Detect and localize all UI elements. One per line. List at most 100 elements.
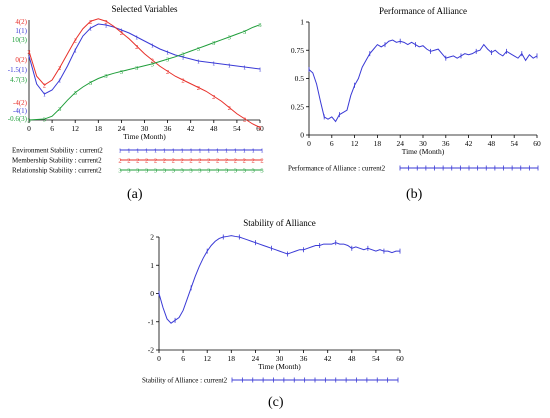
a-data-point: 2	[135, 44, 138, 51]
b-y-tick-label: 1	[300, 18, 304, 27]
c-y-tick-label: 2	[150, 233, 154, 242]
a-legend-marker: 2	[198, 158, 201, 165]
a-legend-marker: 1	[225, 148, 228, 155]
a-legend-marker: 2	[234, 158, 237, 165]
b-legend-label-0: Performance of Alliance : current2	[288, 165, 386, 173]
a-series-line-0	[28, 23, 261, 95]
a-data-point: 2	[228, 105, 231, 112]
a-x-tick-label: 12	[71, 124, 79, 133]
a-data-point: 3	[104, 73, 107, 80]
a-data-point: 3	[228, 34, 231, 41]
a-y-tick-label: -4(1)	[13, 107, 28, 115]
a-legend-marker: 1	[163, 148, 166, 155]
b-x-tick-label: 24	[396, 139, 404, 148]
a-data-point: 1	[74, 48, 77, 55]
a-legend-marker: 2	[225, 158, 228, 165]
a-data-point: 1	[181, 55, 184, 62]
a-y-tick-label: -1.5(1)	[8, 66, 28, 74]
c-y-tick-label: 0	[150, 289, 154, 298]
chart-title-b: Performance of Alliance	[379, 6, 467, 16]
a-legend-marker: 3	[181, 168, 184, 175]
a-legend-marker: 2	[189, 158, 192, 165]
a-legend-marker: 2	[127, 158, 130, 165]
b-y-tick-label: 0.75	[291, 46, 304, 55]
a-data-point: 2	[151, 58, 154, 65]
a-data-point: 2	[89, 19, 92, 26]
b-x-tick-label: 60	[533, 139, 541, 148]
a-data-point: 3	[135, 65, 138, 72]
a-legend-marker: 3	[172, 168, 175, 175]
b-x-tick-label: 30	[419, 139, 427, 148]
c-y-tick-label: -1	[148, 317, 154, 326]
a-data-point: 2	[243, 116, 246, 123]
chart-title-a: Selected Variables	[111, 4, 178, 14]
c-y-tick-label: 1	[150, 261, 154, 270]
a-data-point: 3	[166, 57, 169, 64]
a-data-point: 1	[243, 65, 246, 72]
a-series-line-2	[28, 24, 261, 121]
c-x-tick-label: 0	[157, 354, 161, 363]
a-x-tick-label: 36	[164, 124, 172, 133]
a-legend-marker: 3	[260, 168, 263, 175]
a-legend-marker: 2	[207, 158, 210, 165]
a-legend-marker: 1	[127, 148, 130, 155]
a-data-point: 3	[181, 51, 184, 58]
a-legend-marker: 1	[154, 148, 157, 155]
a-data-point: 1	[104, 23, 107, 30]
a-data-point: 1	[197, 59, 200, 66]
b-series-line-0	[308, 39, 538, 123]
a-legend-marker: 1	[207, 148, 210, 155]
b-x-tick-label: 12	[351, 139, 359, 148]
c-x-tick-label: 48	[348, 354, 356, 363]
a-legend-marker: 1	[234, 148, 237, 155]
a-legend-marker: 3	[207, 168, 210, 175]
a-legend-marker: 2	[163, 158, 166, 165]
a-legend-marker: 1	[172, 148, 175, 155]
b-x-tick-label: 6	[330, 139, 334, 148]
a-y-tick-label: -0.6(3)	[8, 115, 28, 123]
a-legend-marker: 1	[136, 148, 139, 155]
a-data-point: 1	[120, 28, 123, 35]
a-data-point: 3	[89, 80, 92, 87]
a-legend-marker: 2	[136, 158, 139, 165]
chart-panel-b: Performance of Alliance 0 6 12 18 24 30 36 42 48 5…	[288, 6, 541, 173]
c-x-tick-label: 24	[252, 354, 260, 363]
a-legend-marker: 2	[118, 158, 121, 165]
a-data-point: 1	[27, 54, 30, 61]
a-legend-marker: 1	[118, 148, 121, 155]
a-data-point: 1	[89, 26, 92, 33]
b-x-tick-label: 42	[465, 139, 473, 148]
a-data-point: 2	[58, 65, 61, 72]
a-legend-marker: 3	[243, 168, 246, 175]
a-legend-marker: 3	[189, 168, 192, 175]
b-y-tick-label: 0.25	[291, 102, 304, 111]
a-legend-label-2: Relationship Stability : current2	[12, 167, 102, 175]
c-x-tick-label: 42	[324, 354, 332, 363]
a-data-point: 1	[135, 35, 138, 42]
a-y-tick-label: 1(1)	[15, 27, 27, 35]
b-x-axis-label: Time (Month)	[402, 147, 445, 156]
a-legend-marker: 3	[234, 168, 237, 175]
a-legend-marker: 2	[260, 158, 263, 165]
a-legend-marker: 1	[216, 148, 219, 155]
a-x-axis-label: Time (Month)	[123, 132, 166, 141]
a-legend-marker: 3	[198, 168, 201, 175]
b-x-tick-label: 36	[442, 139, 450, 148]
a-data-point: 3	[43, 117, 46, 124]
a-legend-marker: 1	[260, 148, 263, 155]
c-x-tick-label: 60	[396, 354, 404, 363]
caption-a: (a)	[127, 187, 143, 202]
a-data-point: 2	[166, 69, 169, 76]
a-legend-marker: 3	[127, 168, 130, 175]
chart-title-c: Stability of Alliance	[243, 218, 316, 228]
a-legend-marker: 3	[145, 168, 148, 175]
c-x-tick-label: 12	[203, 354, 211, 363]
a-legend-marker: 3	[118, 168, 121, 175]
a-legend-marker: 1	[181, 148, 184, 155]
a-legend-marker: 2	[252, 158, 255, 165]
c-legend-label-0: Stability of Alliance : current2	[142, 377, 228, 385]
c-x-tick-label: 30	[276, 354, 284, 363]
c-x-tick-label: 36	[300, 354, 308, 363]
a-data-point: 3	[151, 61, 154, 68]
